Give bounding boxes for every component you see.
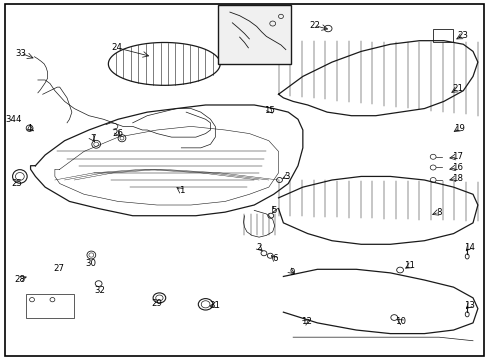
Text: 15: 15 [264,106,275,115]
Text: 344: 344 [5,115,22,124]
Text: 12: 12 [301,316,312,325]
Text: 25: 25 [11,179,22,188]
Text: 10: 10 [394,316,405,325]
Text: 33: 33 [15,49,26,58]
Text: 27: 27 [53,264,64,273]
Text: 20: 20 [234,18,244,27]
Bar [432,29,452,42]
Text: 23: 23 [457,31,468,40]
Text: 18: 18 [451,174,462,183]
Text: 17: 17 [451,152,462,161]
Text: 24: 24 [111,43,122,52]
Text: 32: 32 [94,286,105,295]
Text: 29: 29 [151,299,162,308]
Text: 16: 16 [451,163,462,172]
Text: 26: 26 [112,129,123,138]
Text: 28: 28 [14,275,25,284]
Text: 1: 1 [178,186,183,195]
Text: 13: 13 [463,301,474,310]
Text: 7: 7 [90,134,95,143]
Bar [217,5,290,64]
Text: 31: 31 [209,301,221,310]
Text: 5: 5 [270,206,276,215]
Text: 21: 21 [451,84,462,93]
Text: 4: 4 [27,124,32,133]
Text: 9: 9 [289,268,294,277]
Text: 11: 11 [404,261,414,270]
Text: 14: 14 [463,243,474,252]
Bar [26,294,74,318]
Text: 8: 8 [435,208,441,217]
Text: 22: 22 [309,21,320,30]
Text: 3: 3 [284,172,289,181]
Text: 19: 19 [453,124,464,133]
Text: 30: 30 [86,260,97,269]
Text: 2: 2 [256,243,261,252]
Text: 6: 6 [271,254,277,263]
